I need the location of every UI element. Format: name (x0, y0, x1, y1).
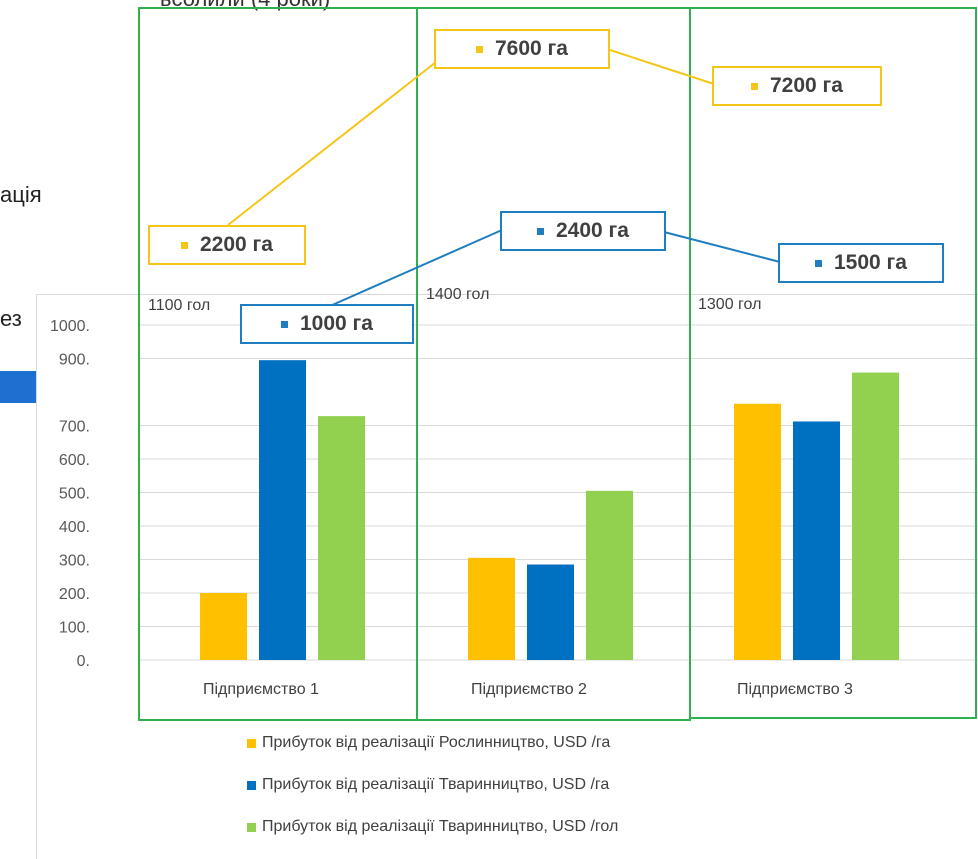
bullet-icon (751, 82, 758, 90)
callout-text: 2400 га (556, 219, 629, 242)
callout-text: 1500 га (834, 251, 907, 274)
accent-bar (0, 371, 36, 403)
y-tick-label: 400. (59, 519, 90, 536)
legend-label: Прибуток від реалізації Тваринництво, US… (262, 818, 619, 835)
callout-text: 7200 га (770, 74, 843, 97)
crop-area-callout: 2200 га (148, 225, 306, 265)
livestock-area-callout: 2400 га (500, 211, 666, 251)
bar (734, 403, 781, 660)
bar (259, 360, 306, 660)
legend-swatch (247, 738, 256, 748)
legend: Прибуток від реалізації Рослинництво, US… (247, 732, 618, 858)
bar (468, 557, 515, 660)
cut-title: ьсолили (4 роки) (160, 0, 330, 12)
livestock-area-callout: 1000 га (240, 304, 414, 344)
y-tick-label: 600. (59, 452, 90, 469)
legend-label: Прибуток від реалізації Тваринництво, US… (262, 776, 610, 793)
y-tick-label: 300. (59, 553, 90, 570)
legend-label: Прибуток від реалізації Рослинництво, US… (262, 734, 611, 751)
bar (852, 372, 899, 660)
head-count-label: 1300 гол (698, 296, 762, 313)
bar (318, 416, 365, 660)
connector-line (609, 49, 715, 85)
y-tick-label: 900. (59, 352, 90, 369)
bullet-icon (281, 320, 288, 328)
head-count-label: 1400 гол (426, 286, 490, 303)
bullet-icon (537, 227, 544, 235)
legend-item: Прибуток від реалізації Рослинництво, US… (247, 732, 618, 754)
bar (200, 593, 247, 660)
livestock-area-callout: 1500 га (778, 243, 944, 283)
callout-text: 7600 га (495, 37, 568, 60)
x-tick-label: Підприємство 3 (737, 681, 853, 698)
group-frames (138, 7, 977, 721)
x-tick-label: Підприємство 1 (203, 681, 319, 698)
crop-area-callout: 7200 га (712, 66, 882, 106)
connector-line (227, 61, 437, 226)
legend-swatch (247, 822, 256, 832)
bar (793, 421, 840, 660)
bullet-icon (815, 259, 822, 267)
callout-text: 1000 га (300, 312, 373, 335)
y-tick-label: 1000. (50, 318, 90, 335)
connector-lines (227, 49, 781, 307)
group-frame (689, 7, 977, 719)
y-tick-label: 700. (59, 419, 90, 436)
bullet-icon (181, 241, 188, 249)
y-tick-label: 500. (59, 486, 90, 503)
bullet-icon (476, 45, 483, 53)
bar (586, 490, 633, 660)
bars (200, 360, 899, 660)
background-text-fragment: ез (0, 306, 22, 331)
connector-line (663, 231, 781, 263)
connector-line (329, 229, 503, 307)
x-tick-label: Підприємство 2 (471, 681, 587, 698)
crop-area-callout: 7600 га (434, 29, 610, 69)
background-text-fragment: ація (0, 182, 42, 207)
callout-text: 2200 га (200, 233, 273, 256)
bar (527, 564, 574, 660)
legend-item: Прибуток від реалізації Тваринництво, US… (247, 774, 618, 796)
y-axis-ticks: 1000. 900. 700. 600. 500. 400. 300. 200. 100. 0. (50, 318, 90, 670)
y-tick-label: 0. (77, 653, 90, 670)
y-tick-label: 200. (59, 586, 90, 603)
legend-swatch (247, 780, 256, 790)
head-count-label: 1100 гол (148, 297, 211, 314)
legend-item: Прибуток від реалізації Тваринництво, US… (247, 816, 618, 838)
y-tick-label: 100. (59, 620, 90, 637)
